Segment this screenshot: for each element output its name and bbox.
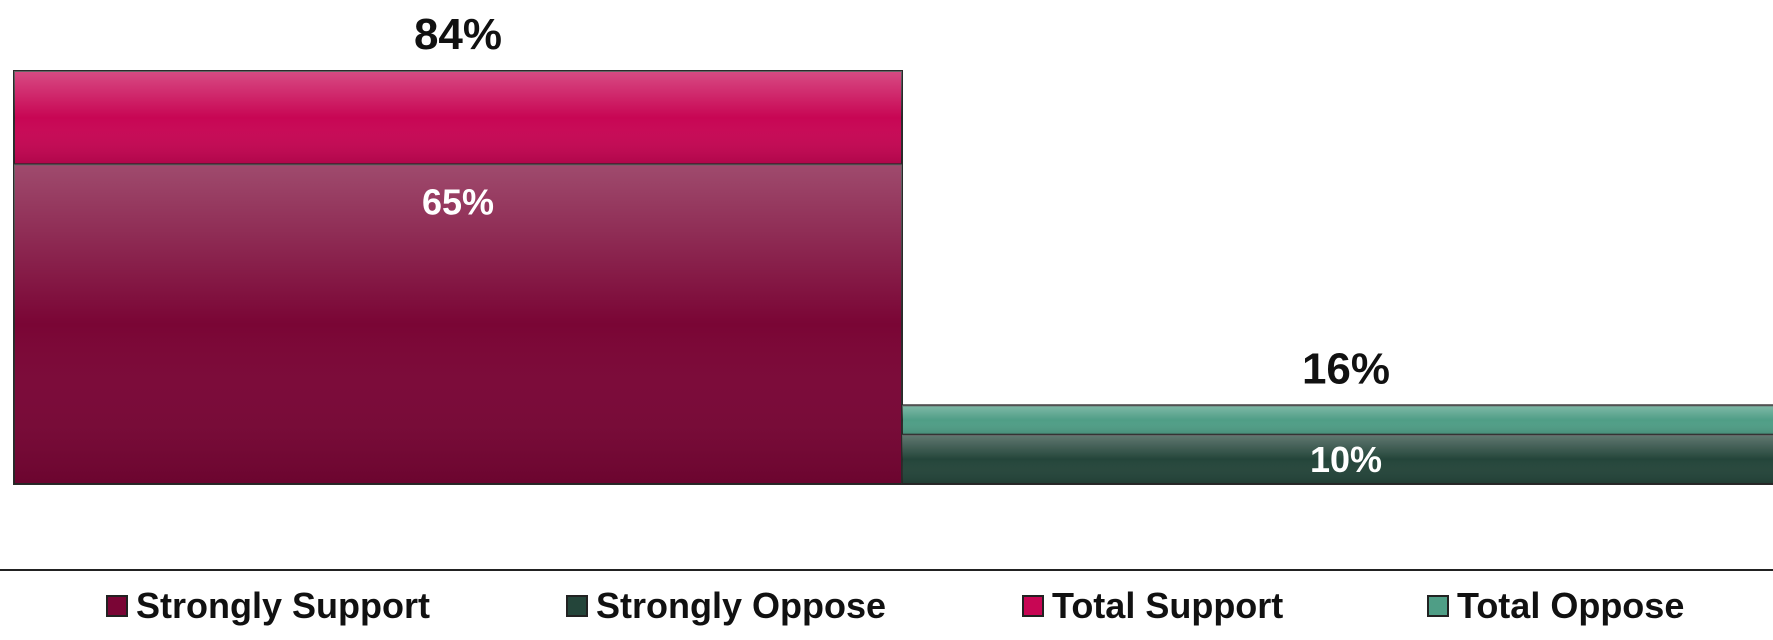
bar-oppose-strong-sheen — [902, 434, 1773, 484]
legend-swatch-strongly-oppose — [566, 595, 588, 617]
legend-item-total-oppose: Total Oppose — [1427, 581, 1684, 631]
legend-label-strongly-oppose: Strongly Oppose — [596, 585, 887, 626]
legend-label-total-oppose: Total Oppose — [1457, 585, 1685, 626]
bar-support-strong-sheen — [14, 164, 902, 484]
data-label-oppose-strong: 10% — [1310, 439, 1382, 480]
legend-divider — [0, 569, 1773, 571]
data-label-support-strong: 65% — [422, 181, 494, 222]
legend: Strongly Support Strongly Oppose Total S… — [0, 581, 1773, 631]
legend-label-strongly-support: Strongly Support — [136, 585, 430, 626]
bar-support-total-sheen — [14, 71, 902, 165]
legend-label-total-support: Total Support — [1052, 585, 1284, 626]
legend-item-strongly-support: Strongly Support — [106, 581, 430, 631]
legend-swatch-total-oppose — [1427, 595, 1449, 617]
data-label-oppose-total: 16% — [1302, 344, 1390, 393]
data-label-support-total: 84% — [414, 10, 502, 59]
legend-swatch-total-support — [1022, 595, 1044, 617]
legend-item-total-support: Total Support — [1022, 581, 1283, 631]
bar-oppose-total-sheen — [902, 405, 1773, 435]
legend-swatch-strongly-support — [106, 595, 128, 617]
chart-plot: 84% 65% 16% 10% — [13, 10, 1773, 486]
legend-item-strongly-oppose: Strongly Oppose — [566, 581, 886, 631]
